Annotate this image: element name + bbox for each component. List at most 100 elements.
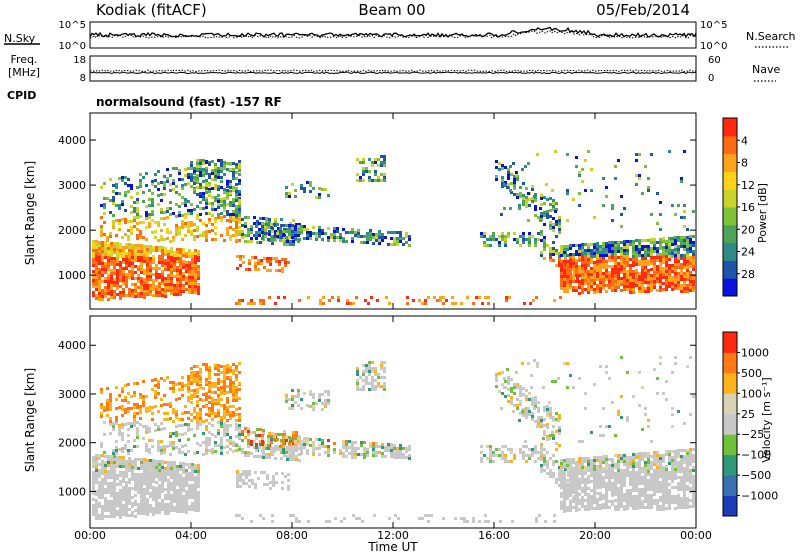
heatmap-cell [620, 195, 623, 198]
heatmap-cell [285, 397, 288, 400]
heatmap-cell [154, 384, 157, 387]
heatmap-cell [484, 296, 487, 299]
heatmap-cell [101, 271, 104, 274]
heatmap-cell [262, 429, 265, 432]
heatmap-cell [546, 408, 549, 411]
heatmap-cell [182, 284, 185, 287]
heatmap-cell [217, 397, 220, 400]
heatmap-cell [95, 270, 98, 273]
heatmap-cell [217, 388, 220, 391]
heatmap-cell [375, 445, 378, 448]
heatmap-cell [217, 176, 220, 179]
heatmap-cell [555, 264, 558, 267]
heatmap-cell [377, 382, 380, 385]
heatmap-cell [653, 265, 656, 268]
heatmap-cell [176, 507, 179, 510]
heatmap-cell [202, 453, 205, 456]
heatmap-cell [161, 460, 164, 463]
heatmap-cell [232, 369, 235, 372]
heatmap-cell [567, 471, 570, 474]
heatmap-cell [116, 269, 119, 272]
colorbar-swatch [723, 189, 737, 208]
heatmap-cell [232, 171, 235, 174]
heatmap-cell [623, 493, 626, 496]
heatmap-cell [671, 204, 674, 207]
heatmap-cell [238, 173, 241, 176]
heatmap-cell [510, 387, 513, 390]
heatmap-cell [641, 278, 644, 281]
heatmap-cell [626, 273, 629, 276]
heatmap-cell [501, 238, 504, 241]
heatmap-cell [175, 413, 178, 416]
heatmap-cell [560, 474, 563, 477]
heatmap-cell [674, 284, 677, 287]
heatmap-cell [587, 463, 590, 466]
heatmap-cell [268, 456, 271, 459]
heatmap-cell [157, 392, 160, 395]
heatmap-cell [492, 232, 495, 235]
heatmap-cell [172, 239, 175, 242]
heatmap-cell [143, 473, 146, 476]
heatmap-cell [202, 363, 205, 366]
heatmap-cell [508, 296, 511, 299]
heatmap-cell [504, 238, 507, 241]
heatmap-cell [620, 259, 623, 262]
heatmap-cell [285, 236, 288, 239]
heatmap-cell [208, 202, 211, 205]
heatmap-cell [289, 440, 292, 443]
heatmap-cell [569, 283, 572, 286]
heatmap-cell [489, 460, 492, 463]
heatmap-cell [602, 275, 605, 278]
heatmap-cell [309, 444, 312, 447]
heatmap-cell [113, 467, 116, 470]
heatmap-cell [546, 213, 549, 216]
heatmap-cell [528, 392, 531, 395]
heatmap-cell [128, 261, 131, 264]
heatmap-cell [507, 235, 510, 238]
heatmap-cell [521, 168, 524, 171]
heatmap-cell [220, 446, 223, 449]
heatmap-cell [146, 293, 149, 296]
heatmap-cell [614, 478, 617, 481]
heatmap-cell [288, 230, 291, 233]
heatmap-cell [578, 268, 581, 271]
heatmap-cell [318, 444, 321, 447]
heatmap-cell [393, 456, 396, 459]
heatmap-cell [158, 463, 161, 466]
heatmap-cell [101, 256, 104, 259]
heatmap-cell [653, 481, 656, 484]
heatmap-cell [629, 462, 632, 465]
heatmap-cell [686, 251, 689, 254]
heatmap-cell [202, 399, 205, 402]
heatmap-cell [217, 402, 220, 405]
heatmap-cell [258, 434, 261, 437]
heatmap-cell [101, 253, 104, 256]
heatmap-cell [680, 272, 683, 275]
heatmap-cell [226, 406, 229, 409]
heatmap-cell [140, 482, 143, 485]
heatmap-cell [566, 263, 569, 266]
heatmap-cell [596, 242, 599, 245]
heatmap-cell [665, 273, 668, 276]
heatmap-cell [176, 495, 179, 498]
heatmap-cell [241, 433, 244, 436]
heatmap-cell [599, 260, 602, 263]
heatmap-cell [98, 517, 101, 520]
heatmap-cell [178, 382, 181, 385]
heatmap-cell [689, 271, 692, 274]
heatmap-cell [573, 495, 576, 498]
heatmap-cell [92, 276, 95, 279]
heatmap-cell [166, 216, 169, 219]
heatmap-cell [182, 290, 185, 293]
heatmap-cell [143, 467, 146, 470]
heatmap-cell [593, 486, 596, 489]
heatmap-cell [638, 497, 641, 500]
heatmap-cell [202, 234, 205, 237]
heatmap-cell [596, 501, 599, 504]
heatmap-cell [668, 258, 671, 261]
heatmap-cell [110, 488, 113, 491]
heatmap-cell [134, 271, 137, 274]
heatmap-cell [659, 475, 662, 478]
heatmap-cell [632, 261, 635, 264]
heatmap-cell [558, 472, 561, 475]
